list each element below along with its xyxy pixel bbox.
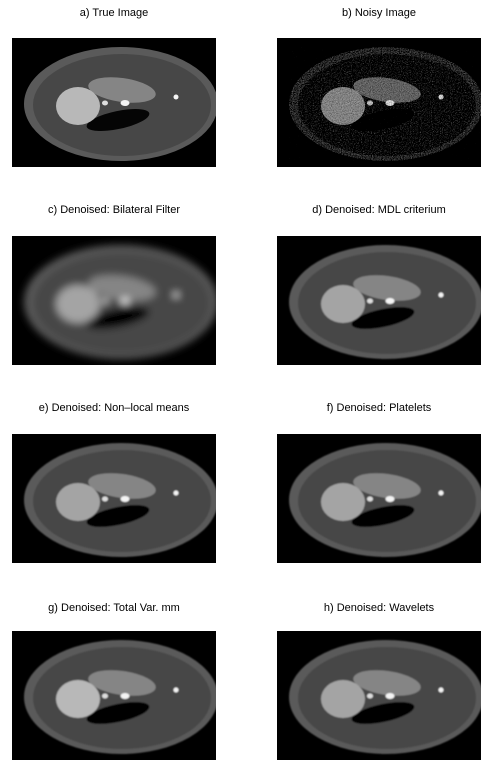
panel-title: f) Denoised: Platelets [277,402,481,414]
phantom-image [12,236,216,365]
panel-title: g) Denoised: Total Var. mm [12,602,216,614]
phantom-image [277,434,481,563]
panel-title: c) Denoised: Bilateral Filter [12,204,216,216]
panel-title: h) Denoised: Wavelets [277,602,481,614]
phantom-image [277,236,481,365]
phantom-image [277,38,481,167]
phantom-image [12,434,216,563]
phantom-image [12,38,216,167]
figure: a) True Image b) Noisy Image [0,0,489,760]
panel-title: d) Denoised: MDL criterium [277,204,481,216]
panel-title: e) Denoised: Non–local means [12,402,216,414]
phantom-image [12,631,216,760]
panel-title: b) Noisy Image [277,7,481,19]
phantom-image [277,631,481,760]
panel-title: a) True Image [12,7,216,19]
